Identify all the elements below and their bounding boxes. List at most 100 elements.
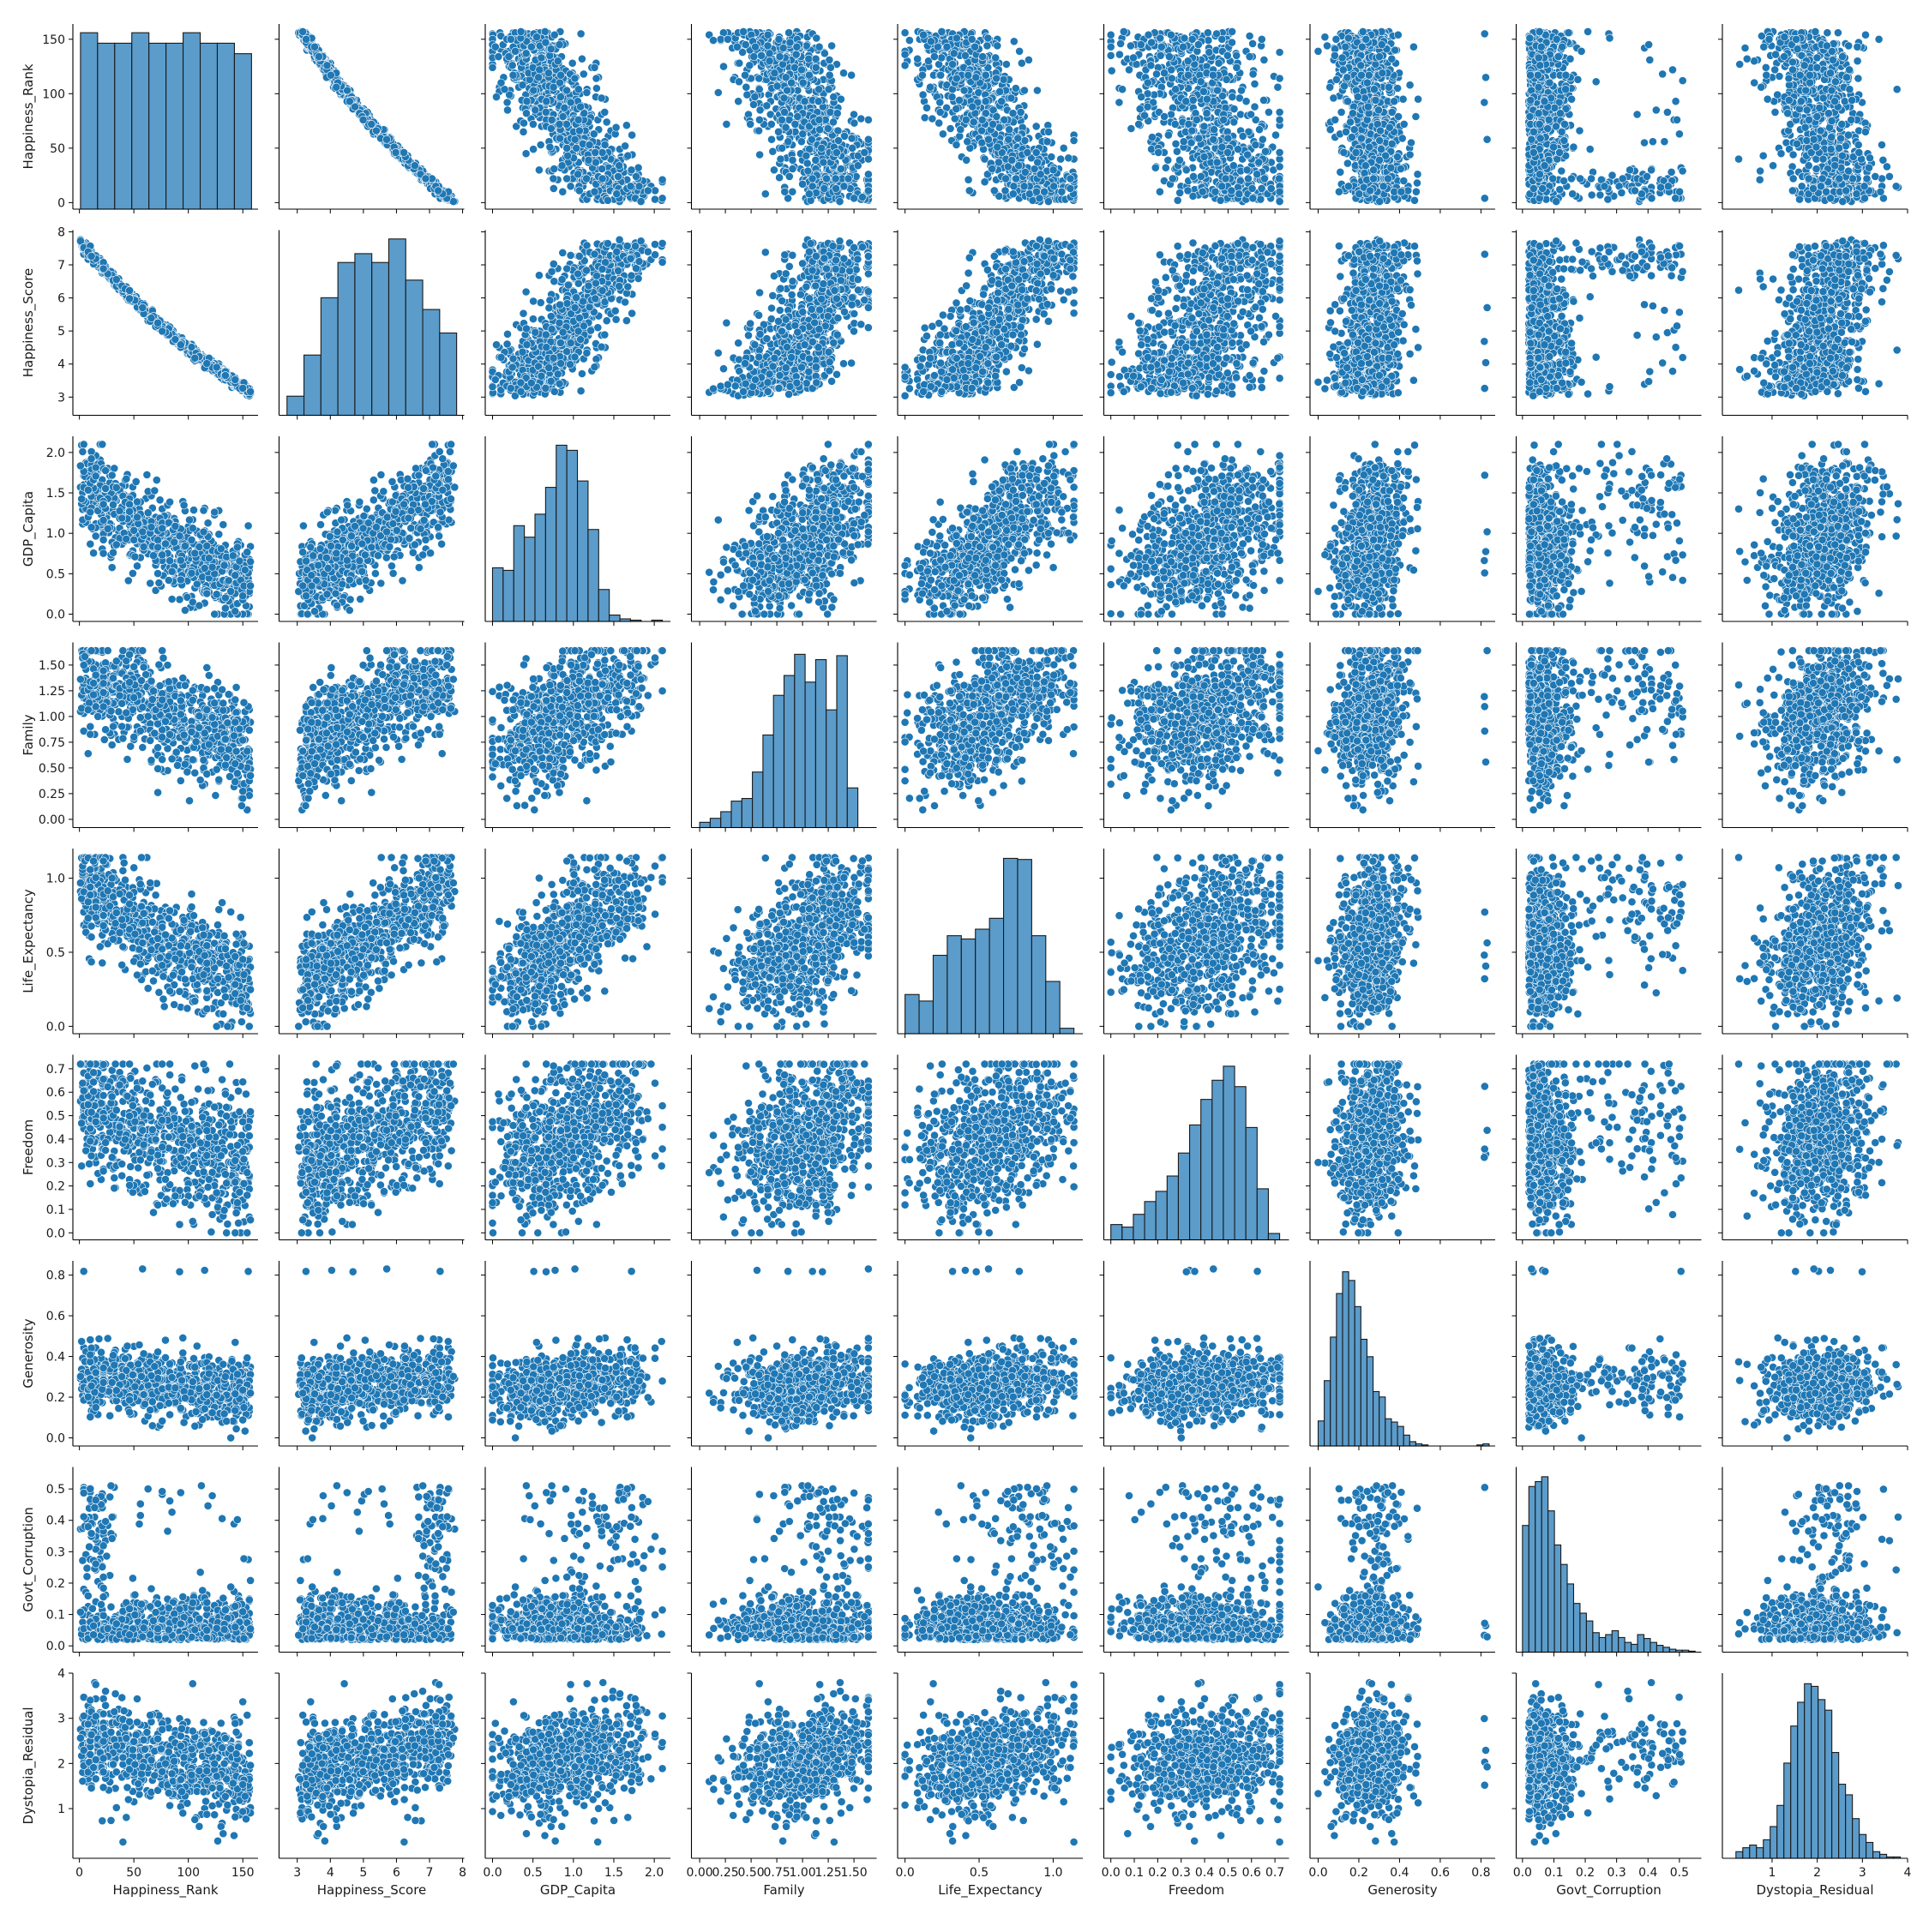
scatter-point (792, 51, 800, 58)
scatter-point (310, 43, 318, 51)
scatter-point (766, 57, 773, 65)
scatter-point (559, 188, 567, 195)
scatter-point (527, 43, 535, 51)
scatter-point (542, 39, 550, 46)
scatter-point (435, 187, 442, 195)
scatter-point (778, 144, 786, 152)
scatter-point (598, 175, 606, 183)
scatter-point (717, 35, 724, 43)
scatter-point (784, 87, 791, 94)
scatter-point (850, 119, 858, 127)
scatter-point (652, 187, 659, 195)
scatter-point (830, 93, 838, 101)
scatter-point (802, 152, 810, 159)
scatter-point (770, 166, 778, 174)
scatter-point (554, 57, 562, 65)
scatter-point (829, 118, 837, 126)
scatter-point (542, 108, 550, 116)
histogram-bar (234, 54, 251, 209)
scatter-point (784, 138, 792, 146)
histogram-bar (149, 43, 166, 209)
scatter-point (755, 116, 763, 123)
scatter-point (586, 141, 593, 148)
scatter-point (517, 27, 525, 35)
scatter-point (793, 43, 801, 51)
scatter-point (826, 56, 833, 63)
scatter-point (782, 123, 790, 131)
scatter-point (532, 33, 540, 41)
scatter-point (774, 128, 782, 135)
scatter-point (556, 120, 563, 128)
scatter-point (577, 103, 585, 111)
histogram-bar (183, 33, 201, 209)
scatter-point (785, 29, 793, 37)
scatter-point (849, 144, 856, 152)
scatter-point (634, 164, 642, 171)
scatter-point (815, 116, 823, 123)
scatter-point (763, 102, 771, 110)
scatter-point (592, 148, 599, 156)
scatter-point (604, 196, 611, 204)
scatter-point (616, 162, 623, 170)
scatter-point (850, 111, 857, 118)
scatter-point (624, 152, 632, 159)
scatter-point (808, 175, 816, 183)
scatter-point (601, 108, 609, 116)
scatter-point (777, 155, 784, 163)
scatter-point (536, 66, 544, 74)
scatter-point (755, 127, 763, 135)
scatter-point (799, 79, 807, 87)
scatter-point (497, 79, 505, 87)
scatter-point (558, 162, 566, 170)
scatter-point (563, 144, 571, 152)
scatter-point (864, 116, 872, 123)
scatter-point (546, 143, 554, 151)
scatter-point (400, 148, 408, 156)
scatter-point (550, 165, 558, 172)
scatter-point (520, 128, 527, 135)
scatter-point (824, 124, 832, 132)
scatter-point (411, 162, 418, 170)
scatter-point (794, 112, 802, 120)
scatter-point (848, 135, 856, 142)
scatter-point (820, 159, 827, 166)
scatter-point (781, 188, 789, 195)
scatter-point (803, 159, 811, 167)
scatter-point (622, 122, 630, 129)
scatter-point (557, 71, 565, 79)
scatter-point (751, 93, 759, 101)
scatter-point (789, 188, 796, 195)
scatter-point (714, 88, 722, 96)
scatter-point (578, 55, 586, 63)
scatter-point (742, 41, 749, 49)
scatter-point (535, 166, 543, 174)
scatter-point (755, 75, 763, 82)
scatter-point (532, 106, 539, 114)
scatter-point (782, 74, 790, 81)
scatter-point (574, 171, 582, 178)
scatter-point (583, 88, 591, 96)
scatter-point (637, 198, 645, 206)
panel-happiness-rank-vs-family (688, 24, 877, 213)
scatter-point (547, 124, 555, 132)
scatter-point (299, 27, 307, 35)
scatter-point (530, 146, 538, 153)
scatter-point (778, 116, 785, 123)
panel-happiness-rank-vs-happiness-score (275, 24, 465, 213)
scatter-point (422, 175, 430, 183)
scatter-point (816, 126, 824, 134)
scatter-point (556, 135, 564, 142)
scatter-point (825, 86, 832, 93)
scatter-point (522, 110, 530, 117)
scatter-point (791, 120, 799, 128)
scatter-point (591, 188, 598, 195)
scatter-point (818, 144, 826, 152)
scatter-point (383, 135, 391, 143)
scatter-point (613, 190, 621, 198)
scatter-point (556, 41, 563, 49)
scatter-point (812, 189, 820, 196)
scatter-point (837, 165, 844, 172)
scatter-point (837, 95, 844, 103)
scatter-point (503, 106, 511, 114)
scatter-point (651, 195, 658, 203)
